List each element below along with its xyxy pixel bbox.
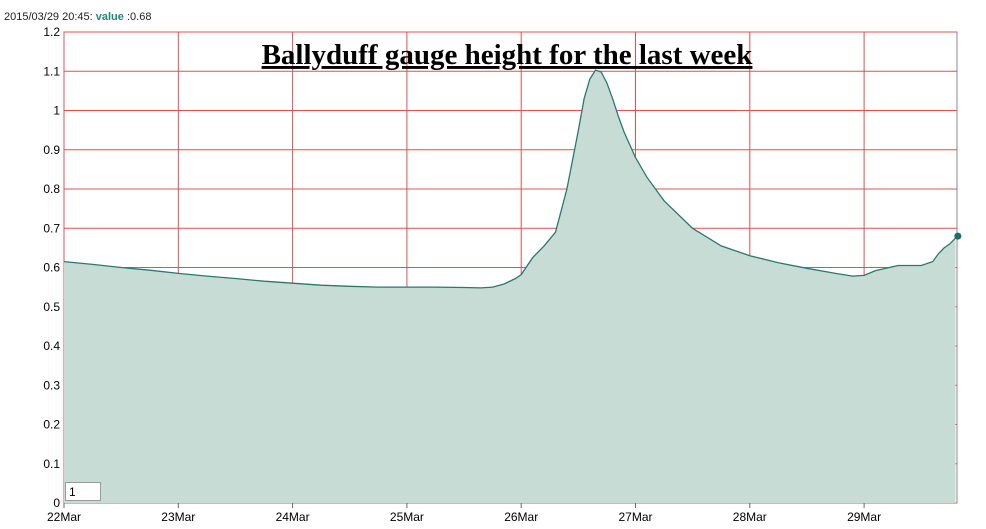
y-tick-label: 0.9 — [43, 143, 60, 157]
y-tick-label: 0 — [53, 496, 60, 510]
y-tick-label: 0.6 — [43, 261, 60, 275]
y-tick-label: 1.1 — [43, 64, 60, 78]
y-tick-label: 0.7 — [43, 221, 60, 235]
series-line — [63, 69, 956, 289]
current-value-marker[interactable] — [954, 232, 962, 240]
y-tick-label: 1 — [53, 104, 60, 118]
y-tick-label: 1.2 — [43, 25, 60, 39]
y-axis: 0 0.1 0.2 0.3 0.4 0.5 0.6 0.7 0.8 0.9 1 1.1 1.2 — [43, 25, 60, 510]
y-tick-label: 0.8 — [43, 182, 60, 196]
y-tick-label: 0.3 — [43, 378, 60, 392]
readout-value: :0.68 — [126, 11, 152, 23]
x-tick-label: 26Mar — [504, 510, 538, 524]
y-tick-label: 0.4 — [43, 339, 60, 353]
y-tick-label: 0.5 — [43, 300, 60, 314]
x-tick-label: 24Mar — [276, 510, 310, 524]
y-tick-label: 0.2 — [43, 418, 60, 432]
series-fill — [64, 70, 956, 503]
x-tick-label: 22Mar — [47, 510, 81, 524]
chart-title: Ballyduff gauge height for the last week — [262, 39, 754, 71]
series-area — [63, 69, 962, 503]
y-tick-label: 0.1 — [43, 457, 60, 471]
value-readout: 2015/03/29 20:45: value :0.68 — [4, 11, 151, 23]
x-tick-label: 27Mar — [618, 510, 652, 524]
x-axis: 22Mar 23Mar 24Mar 25Mar 26Mar 27Mar 28Mar 29Mar — [47, 503, 881, 524]
readout-timestamp: 2015/03/29 20:45: — [4, 11, 93, 23]
zoom-input[interactable]: 1 — [65, 482, 101, 501]
readout-key: value — [95, 11, 124, 23]
x-tick-label: 23Mar — [161, 510, 195, 524]
x-tick-label: 28Mar — [733, 510, 767, 524]
x-tick-label: 29Mar — [847, 510, 881, 524]
x-tick-label: 25Mar — [390, 510, 424, 524]
